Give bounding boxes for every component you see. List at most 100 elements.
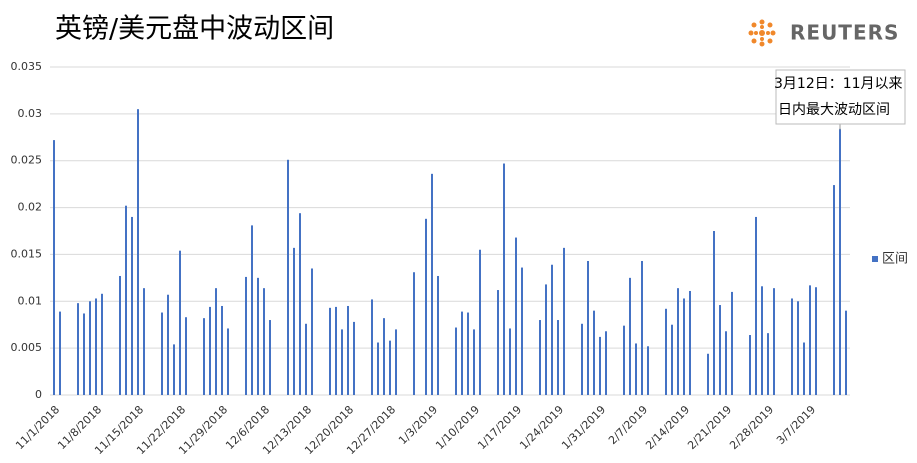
x-tick-label: 1/24/2019 (517, 403, 566, 452)
bar (635, 343, 637, 395)
bar (245, 276, 247, 395)
bar (293, 247, 295, 395)
bar (563, 247, 565, 395)
bar (101, 293, 103, 395)
bar (299, 213, 301, 395)
bar (677, 288, 679, 395)
y-tick-label: 0 (35, 388, 42, 401)
bar (473, 329, 475, 395)
x-tick-label: 2/21/2019 (685, 403, 734, 452)
y-tick-label: 0.02 (18, 201, 43, 214)
bar (773, 288, 775, 395)
y-tick-label: 0.03 (18, 107, 43, 120)
bar (305, 323, 307, 395)
bar (671, 324, 673, 395)
bar (269, 320, 271, 395)
bar (59, 311, 61, 395)
bar (185, 317, 187, 395)
bar (719, 305, 721, 395)
bar (683, 298, 685, 395)
bar (665, 308, 667, 395)
bar (587, 260, 589, 395)
bar (755, 216, 757, 395)
bar (731, 291, 733, 395)
bar (203, 318, 205, 395)
bar (215, 288, 217, 395)
bar (539, 320, 541, 395)
legend-label: 区间 (882, 252, 908, 267)
bar (161, 312, 163, 395)
legend-swatch (872, 256, 878, 262)
bar (809, 285, 811, 395)
bar (803, 342, 805, 395)
bar (347, 305, 349, 395)
logo-icon (748, 19, 776, 47)
x-tick-label: 1/17/2019 (475, 403, 524, 452)
bar (329, 307, 331, 395)
plot: 0 0.005 0.01 0.015 0.02 0.025 0.03 0.035 11/1/20… (11, 60, 909, 457)
bar (725, 331, 727, 395)
bar (431, 173, 433, 395)
bar (437, 275, 439, 395)
bar (623, 325, 625, 395)
bar (557, 320, 559, 395)
annotation-box (775, 69, 906, 125)
x-tick-label: 3/7/2019 (774, 403, 818, 447)
bar (179, 250, 181, 395)
bar (341, 329, 343, 395)
x-tick-label: 1/3/2019 (396, 403, 440, 447)
bar (581, 323, 583, 395)
bar (767, 333, 769, 395)
bar (503, 163, 505, 395)
bar (605, 331, 607, 395)
bar (545, 284, 547, 395)
bar (647, 346, 649, 395)
x-tick-label: 2/7/2019 (606, 403, 650, 447)
annotation-line: 日内最大波动区间 (778, 102, 890, 118)
bar (221, 305, 223, 395)
bar (707, 353, 709, 395)
bar (257, 277, 259, 395)
bar (131, 216, 133, 395)
bar (119, 275, 121, 395)
x-tick-label: 1/31/2019 (559, 403, 608, 452)
bar (713, 231, 715, 395)
bar (311, 268, 313, 395)
bar (761, 286, 763, 395)
bar (425, 218, 427, 395)
bar (839, 128, 841, 395)
y-tick-label: 0.025 (11, 154, 43, 167)
bar (383, 318, 385, 395)
y-tick-label: 0.01 (18, 294, 43, 307)
bar (413, 272, 415, 395)
y-tick-label: 0.035 (11, 60, 43, 73)
bar (845, 310, 847, 395)
bar (629, 277, 631, 395)
bar (815, 287, 817, 395)
bar (371, 299, 373, 395)
x-tick-label: 1/10/2019 (433, 403, 482, 452)
bar (467, 312, 469, 395)
bar (77, 303, 79, 395)
bar (509, 328, 511, 395)
bar (227, 328, 229, 395)
annotation-line: 3月12日：11月以来 (774, 76, 903, 92)
chart-title: 英镑/美元盘中波动区间 (55, 14, 334, 45)
bar (89, 301, 91, 395)
bar (353, 321, 355, 395)
bar (515, 237, 517, 395)
y-tick-label: 0.005 (11, 341, 43, 354)
bar (335, 306, 337, 395)
bar (53, 140, 55, 395)
bar (461, 311, 463, 395)
y-tick-label: 0.015 (11, 247, 43, 260)
bar (689, 290, 691, 395)
bar (791, 298, 793, 395)
bar (497, 290, 499, 395)
bar (551, 264, 553, 395)
bar (287, 159, 289, 395)
bar (83, 313, 85, 395)
bar (143, 288, 145, 395)
bar (641, 260, 643, 395)
